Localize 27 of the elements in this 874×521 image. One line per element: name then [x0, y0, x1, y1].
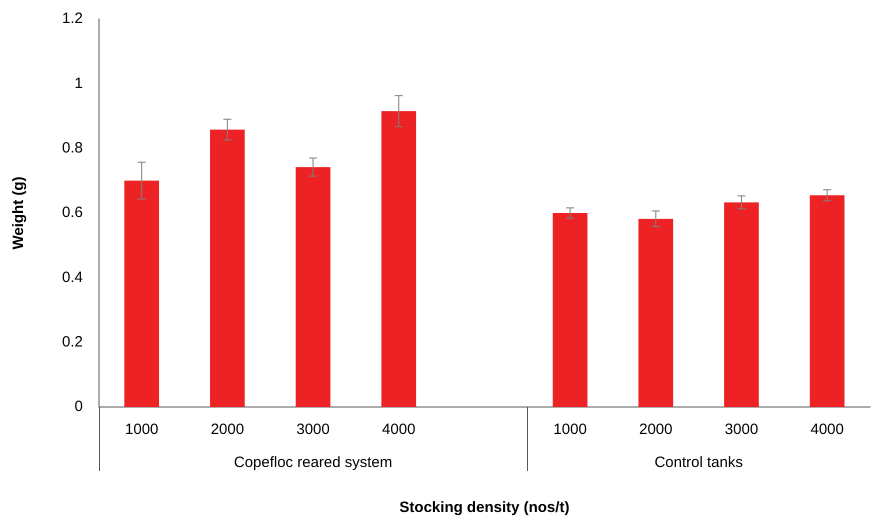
x-tick-label: 3000: [724, 421, 758, 438]
bar: [724, 202, 759, 407]
y-tick-label: 0.8: [62, 139, 83, 156]
y-tick-label: 0.2: [62, 333, 83, 350]
x-tick-label: 1000: [553, 421, 587, 438]
bar: [638, 218, 674, 407]
y-tick-label: 0: [74, 398, 83, 416]
x-tick-label: 4000: [810, 421, 844, 438]
text: Copefloc reared system: [234, 454, 392, 472]
y-tick-label: 0.6: [62, 204, 83, 222]
y-axis-title: Weight (g): [10, 176, 28, 250]
x-tick-label: 1000: [125, 421, 158, 438]
x-tick-label: 4000: [382, 421, 416, 438]
bar: [296, 167, 330, 407]
x-tick-label: 3000: [296, 421, 330, 438]
x-tick-label: 2000: [639, 421, 672, 438]
bar: [124, 180, 160, 407]
bar: [381, 111, 416, 407]
bar: [552, 213, 588, 407]
bar: [210, 130, 245, 407]
y-tick-label: 1: [74, 74, 83, 92]
bar: [810, 195, 845, 407]
y-tick-label: 0.4: [62, 268, 83, 286]
text: Control tanks: [654, 454, 743, 472]
x-axis-title: Stocking density (nos/t): [399, 499, 570, 516]
x-tick-label: 2000: [210, 421, 244, 438]
y-tick-label: 1.2: [62, 10, 83, 28]
